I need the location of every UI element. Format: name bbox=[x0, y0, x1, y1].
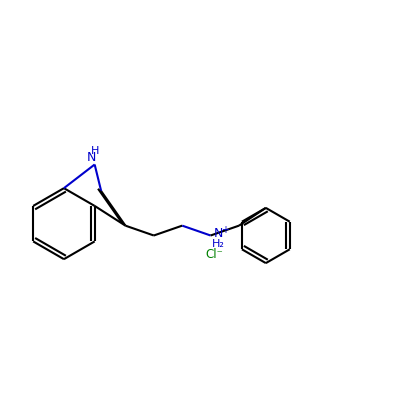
Text: +: + bbox=[221, 225, 229, 235]
Text: Cl⁻: Cl⁻ bbox=[206, 248, 224, 261]
Text: N: N bbox=[214, 228, 223, 240]
Text: N: N bbox=[87, 151, 96, 164]
Text: H₂: H₂ bbox=[212, 239, 225, 249]
Text: H: H bbox=[90, 146, 99, 156]
